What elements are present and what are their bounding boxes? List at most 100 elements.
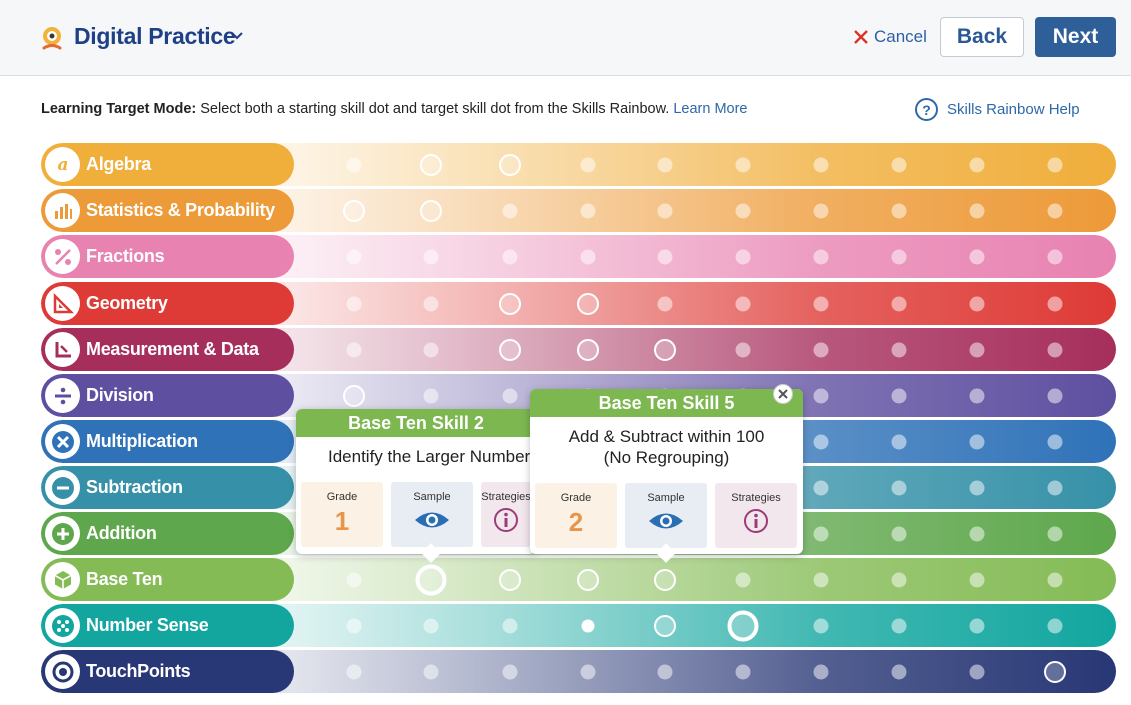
skill-dot[interactable] [423, 342, 439, 357]
skill-dot[interactable] [346, 296, 362, 311]
skill-dot[interactable] [1047, 434, 1063, 449]
skill-row-label[interactable]: Fractions [41, 235, 294, 278]
back-button[interactable]: Back [940, 17, 1024, 57]
skill-dot[interactable] [346, 249, 362, 264]
skill-dot[interactable] [502, 249, 518, 264]
skill-dot[interactable] [346, 157, 362, 172]
skill-dot[interactable] [423, 618, 439, 633]
skill-row-label[interactable]: Measurement & Data [41, 328, 294, 371]
skill-dot[interactable] [891, 157, 907, 172]
skill-dot[interactable] [654, 614, 676, 637]
skill-dot[interactable] [1047, 296, 1063, 311]
skill-dot[interactable] [891, 434, 907, 449]
skill-dot[interactable] [735, 342, 751, 357]
skill-dot[interactable] [813, 526, 829, 541]
skill-dot[interactable] [813, 249, 829, 264]
skill-row-label[interactable]: Number Sense [41, 604, 294, 647]
skill-dot[interactable] [969, 572, 985, 587]
skill-dot[interactable] [891, 526, 907, 541]
skill-dot[interactable] [346, 342, 362, 357]
skill-dot[interactable] [499, 568, 521, 591]
skill-dot[interactable] [969, 296, 985, 311]
skill-dot[interactable] [813, 203, 829, 218]
skill-dot[interactable] [813, 618, 829, 633]
skill-dot[interactable] [499, 338, 521, 361]
popover-close-button[interactable] [773, 384, 793, 404]
skill-dot[interactable] [891, 249, 907, 264]
skill-dot[interactable] [969, 388, 985, 403]
skill-dot[interactable] [735, 296, 751, 311]
skill-dot[interactable] [813, 296, 829, 311]
skill-dot[interactable] [577, 568, 599, 591]
skill-dot[interactable] [420, 153, 442, 176]
skill-dot[interactable] [969, 526, 985, 541]
skill-dot[interactable] [735, 249, 751, 264]
skill-dot[interactable] [891, 203, 907, 218]
skill-dot[interactable] [1047, 572, 1063, 587]
skill-dot[interactable] [499, 153, 521, 176]
skill-row-label[interactable]: a Algebra [41, 143, 294, 186]
sample-tile[interactable]: Sample [391, 482, 473, 547]
skill-dot[interactable] [502, 664, 518, 679]
skill-dot[interactable] [423, 388, 439, 403]
skill-dot[interactable] [1047, 618, 1063, 633]
skill-dot[interactable] [346, 618, 362, 633]
skill-dot[interactable] [969, 249, 985, 264]
skill-row-label[interactable]: Division [41, 374, 294, 417]
skill-dot[interactable] [969, 618, 985, 633]
skill-dot[interactable] [580, 664, 596, 679]
skill-dot[interactable] [654, 338, 676, 361]
sample-tile[interactable]: Sample [625, 483, 707, 548]
app-title[interactable]: Digital Practice [74, 23, 236, 49]
skill-dot[interactable] [1044, 660, 1066, 683]
skill-dot[interactable] [735, 157, 751, 172]
skills-rainbow-help-link[interactable]: ? Skills Rainbow Help [915, 98, 1080, 121]
skill-dot[interactable] [502, 203, 518, 218]
skill-dot[interactable] [343, 199, 365, 222]
skill-dot[interactable] [343, 384, 365, 407]
skill-dot[interactable] [346, 664, 362, 679]
skill-row-label[interactable]: Geometry [41, 282, 294, 325]
skill-dot[interactable] [891, 618, 907, 633]
strategies-tile[interactable]: Strategies [481, 482, 531, 547]
skill-dot[interactable] [891, 664, 907, 679]
skill-dot[interactable] [813, 157, 829, 172]
skill-dot[interactable] [969, 664, 985, 679]
skill-dot[interactable] [420, 199, 442, 222]
skill-dot[interactable] [423, 664, 439, 679]
chevron-down-icon[interactable] [229, 28, 245, 44]
skill-dot[interactable] [657, 157, 673, 172]
skill-row-label[interactable]: Subtraction [41, 466, 294, 509]
skill-dot[interactable] [423, 249, 439, 264]
next-button[interactable]: Next [1035, 17, 1116, 57]
skill-dot[interactable] [580, 203, 596, 218]
skill-dot[interactable] [657, 249, 673, 264]
skill-dot[interactable] [1047, 203, 1063, 218]
skill-dot[interactable] [657, 296, 673, 311]
skill-dot[interactable] [1047, 249, 1063, 264]
skill-dot[interactable] [727, 610, 759, 641]
skill-row-label[interactable]: Addition [41, 512, 294, 555]
skill-dot[interactable] [654, 568, 676, 591]
skill-dot[interactable] [1047, 388, 1063, 403]
skill-dot[interactable] [581, 619, 595, 632]
skill-dot[interactable] [735, 664, 751, 679]
skill-dot[interactable] [813, 480, 829, 495]
skill-dot[interactable] [577, 292, 599, 315]
skill-dot[interactable] [580, 157, 596, 172]
strategies-tile[interactable]: Strategies [715, 483, 797, 548]
skill-row-label[interactable]: TouchPoints [41, 650, 294, 693]
skill-dot[interactable] [813, 664, 829, 679]
skill-dot[interactable] [813, 342, 829, 357]
skill-dot[interactable] [580, 249, 596, 264]
cancel-button[interactable]: Cancel [852, 27, 927, 47]
skill-dot[interactable] [969, 157, 985, 172]
skill-dot[interactable] [891, 342, 907, 357]
skill-dot[interactable] [969, 203, 985, 218]
skill-dot[interactable] [502, 388, 518, 403]
skill-dot[interactable] [499, 292, 521, 315]
skill-dot[interactable] [969, 342, 985, 357]
skill-dot[interactable] [891, 480, 907, 495]
skill-dot[interactable] [577, 338, 599, 361]
skill-dot[interactable] [415, 564, 447, 595]
